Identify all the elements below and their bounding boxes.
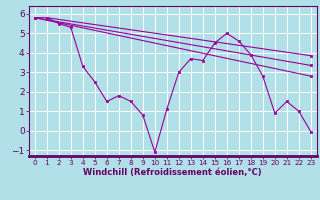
- X-axis label: Windchill (Refroidissement éolien,°C): Windchill (Refroidissement éolien,°C): [84, 168, 262, 177]
